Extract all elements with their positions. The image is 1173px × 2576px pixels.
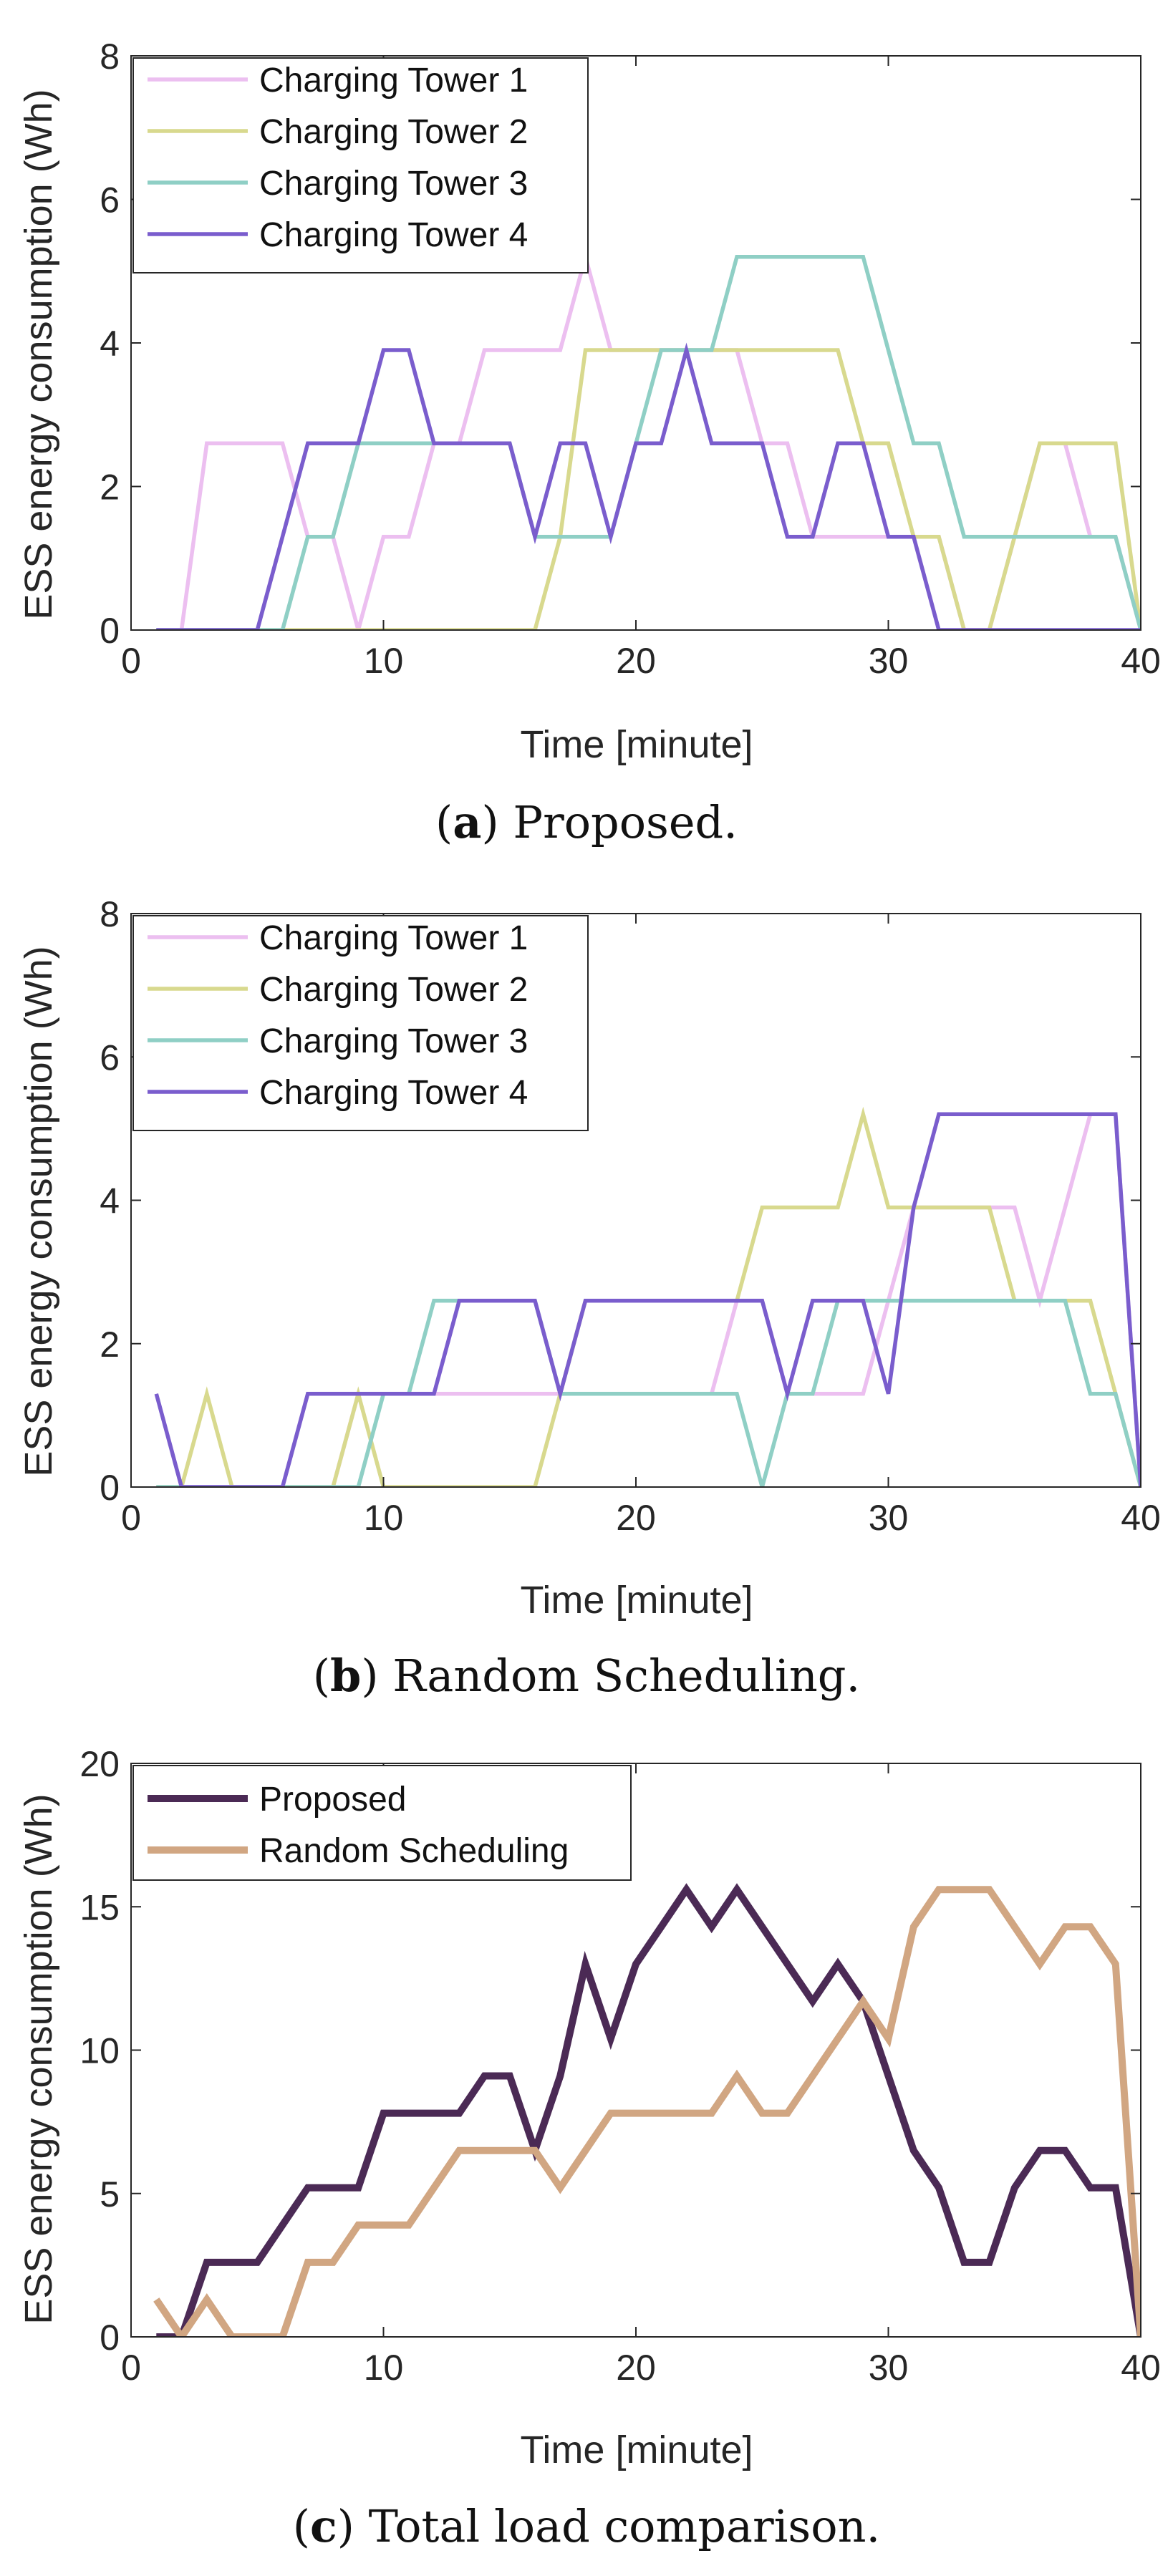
panel-a-caption: (a) Proposed. (435, 796, 738, 848)
legend-label: Charging Tower 2 (259, 113, 528, 151)
y-tick-label: 8 (100, 37, 120, 77)
legend-label: Charging Tower 4 (259, 1074, 528, 1112)
x-tick-label: 0 (121, 2348, 141, 2388)
panel-c-ylabel: ESS energy consumption (Wh) (17, 1793, 60, 2324)
panel-b-caption-text: Random Scheduling. (379, 1650, 861, 1702)
series-line-3 (156, 254, 1141, 630)
panel-b-ylabel: ESS energy consumption (Wh) (17, 946, 60, 1476)
y-tick-label: 0 (100, 611, 120, 651)
legend-label: Charging Tower 2 (259, 971, 528, 1009)
series-line-4 (156, 342, 1141, 630)
x-tick-label: 30 (869, 2348, 909, 2388)
y-tick-label: 2 (100, 468, 120, 508)
panel-b-xlabel: Time [minute] (520, 1579, 753, 1622)
panel-c-caption: (c) Total load comparison. (293, 2500, 880, 2552)
legend-label: Charging Tower 1 (259, 919, 528, 957)
y-tick-label: 20 (79, 1744, 120, 1784)
x-tick-label: 40 (1121, 1498, 1161, 1538)
legend: Charging Tower 1 Charging Tower 2 Charging… (132, 915, 589, 1131)
series-line-4 (154, 1112, 1141, 1487)
panel-a-xlabel: Time [minute] (520, 723, 753, 766)
legend-box (132, 57, 589, 273)
x-tick-label: 10 (364, 641, 404, 681)
legend-label: Charging Tower 1 (259, 62, 528, 100)
panel-b-caption: (b) Random Scheduling. (313, 1650, 860, 1702)
y-tick-label: 0 (100, 1468, 120, 1508)
panel-c-chart: ESS energy consumption (Wh) Time [minute… (17, 1744, 1161, 2471)
y-tick-label: 8 (100, 894, 120, 934)
y-tick-label: 4 (100, 1181, 120, 1221)
panel-a-chart: ESS energy consumption (Wh) Time [minute… (17, 37, 1161, 766)
x-tick-label: 30 (869, 1498, 909, 1538)
x-tick-label: 0 (121, 641, 141, 681)
y-tick-label: 15 (79, 1887, 120, 1927)
x-tick-label: 10 (364, 1498, 404, 1538)
panel-b-chart: ESS energy consumption (Wh) Time [minute… (17, 894, 1161, 1622)
y-tick-label: 10 (79, 2031, 120, 2071)
legend: Charging Tower 1 Charging Tower 2 Charging… (132, 57, 589, 273)
x-tick-label: 20 (616, 2348, 656, 2388)
y-tick-label: 6 (100, 1037, 120, 1078)
y-tick-label: 5 (100, 2174, 120, 2214)
legend-box (132, 1765, 632, 1881)
series-line-2 (153, 1886, 1141, 2337)
legend: Proposed Random Scheduling (132, 1765, 632, 1881)
y-tick-label: 6 (100, 180, 120, 221)
x-tick-label: 40 (1121, 641, 1161, 681)
y-tick-label: 4 (100, 324, 120, 364)
panel-c-caption-letter: c (310, 2500, 337, 2552)
y-tick-label: 0 (100, 2318, 120, 2358)
y-tick-label: 2 (100, 1325, 120, 1365)
legend-label: Charging Tower 4 (259, 216, 528, 254)
panel-a-ylabel: ESS energy consumption (Wh) (17, 89, 60, 619)
legend-label: Proposed (259, 1781, 406, 1819)
series-line-2 (156, 348, 1141, 630)
x-tick-label: 20 (616, 1498, 656, 1538)
series-line-1 (156, 1883, 1141, 2337)
x-tick-label: 30 (869, 641, 909, 681)
legend-label: Random Scheduling (259, 1832, 569, 1870)
legend-box (132, 915, 589, 1131)
series-line-3 (156, 1298, 1141, 1487)
legend-label: Charging Tower 3 (259, 1022, 528, 1060)
panel-c-caption-text: Total load comparison. (354, 2500, 880, 2552)
x-tick-label: 20 (616, 641, 656, 681)
panel-a-caption-letter: a (453, 796, 481, 848)
panel-c-xlabel: Time [minute] (520, 2429, 753, 2471)
x-tick-label: 0 (121, 1498, 141, 1538)
x-tick-label: 10 (364, 2348, 404, 2388)
legend-label: Charging Tower 3 (259, 165, 528, 203)
panel-b-caption-letter: b (330, 1650, 361, 1702)
x-tick-label: 40 (1121, 2348, 1161, 2388)
panel-a-caption-text: Proposed. (499, 796, 738, 848)
